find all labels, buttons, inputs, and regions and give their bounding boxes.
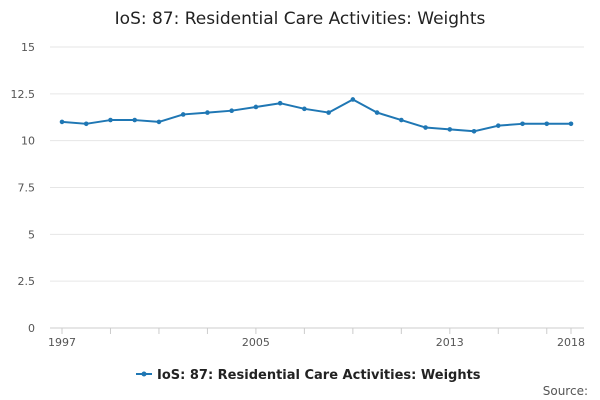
data-point bbox=[399, 117, 404, 123]
data-point bbox=[447, 127, 453, 132]
data-point bbox=[568, 121, 574, 127]
data-point bbox=[471, 129, 477, 134]
data-point bbox=[83, 121, 89, 127]
y-axis-ticks: 0 2.5 5 7.5 10 12.5 15 bbox=[11, 41, 36, 335]
y-tick-label: 2.5 bbox=[18, 275, 36, 288]
series-line bbox=[61, 98, 571, 133]
legend-label: IoS: 87: Residential Care Activities: We… bbox=[157, 368, 481, 383]
x-axis: 1997 2005 2013 2018 bbox=[48, 327, 585, 349]
data-point bbox=[229, 108, 234, 113]
data-point bbox=[544, 121, 550, 127]
data-point bbox=[423, 125, 428, 130]
data-point bbox=[277, 100, 283, 106]
legend-swatch-marker bbox=[141, 371, 147, 377]
data-point bbox=[132, 117, 138, 123]
x-tick-label: 2018 bbox=[557, 336, 585, 349]
legend[interactable]: IoS: 87: Residential Care Activities: We… bbox=[136, 368, 481, 383]
y-tick-label: 12.5 bbox=[11, 88, 36, 101]
x-tick-label: 2013 bbox=[436, 336, 464, 349]
data-point bbox=[374, 110, 380, 115]
series-layer bbox=[59, 97, 574, 134]
data-point bbox=[302, 106, 307, 112]
data-point bbox=[59, 119, 65, 125]
data-point bbox=[326, 110, 331, 115]
data-point bbox=[180, 112, 186, 117]
grid-lines bbox=[50, 46, 584, 282]
y-tick-label: 5 bbox=[28, 228, 35, 241]
data-point bbox=[108, 117, 113, 123]
source-label: Source: bbox=[543, 384, 588, 398]
data-point bbox=[520, 121, 525, 127]
data-point bbox=[253, 104, 259, 110]
y-tick-label: 7.5 bbox=[18, 182, 36, 195]
y-tick-label: 15 bbox=[21, 41, 35, 54]
data-point bbox=[350, 97, 356, 102]
y-tick-label: 0 bbox=[28, 322, 35, 335]
chart-title: IoS: 87: Residential Care Activities: We… bbox=[115, 9, 486, 29]
data-point bbox=[205, 110, 210, 115]
data-point bbox=[156, 119, 162, 125]
y-tick-label: 10 bbox=[21, 135, 35, 148]
x-tick-label: 2005 bbox=[242, 336, 270, 349]
data-point bbox=[495, 123, 501, 128]
x-tick-label: 1997 bbox=[48, 336, 76, 349]
